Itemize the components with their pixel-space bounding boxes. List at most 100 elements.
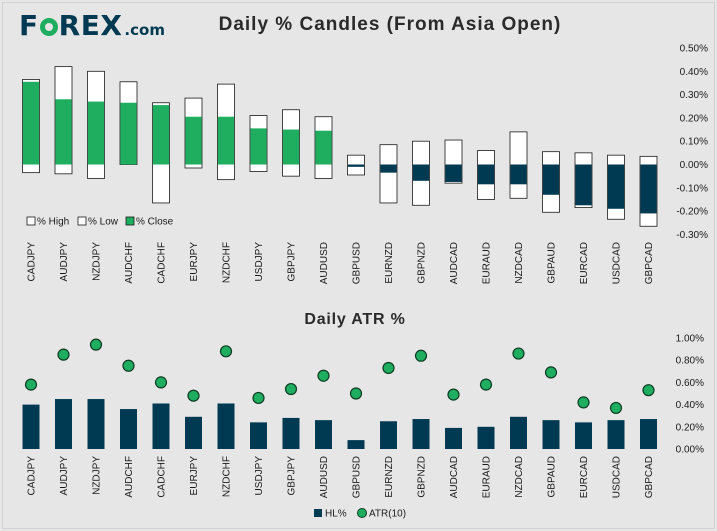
atr-x-label-gbpnzd: GBPNZD [417,456,428,498]
candles-x-label-cadjpy: CADJPY [27,242,38,282]
candles-x-label-audjpy: AUDJPY [59,242,70,282]
legend-atr-label: ATR(10) [369,509,406,520]
candles-y-tick: -0.10% [676,183,708,194]
candles-y-tick: 0.00% [680,160,708,171]
hl-bar-gbpnzd [412,419,430,449]
close-bar-cadjpy [22,81,40,165]
candles-x-label-nzdchf: NZDCHF [222,242,233,283]
atr-x-label-nzdcad: NZDCAD [514,456,525,498]
candles-x-label-usdcad: USDCAD [612,242,623,284]
legend-high-swatch [26,216,36,226]
atr-x-label-audusd: AUDUSD [319,456,330,498]
close-bar-nzdchf [217,116,235,165]
candles-y-tick: 0.40% [680,67,708,78]
atr-dot-gbpcad [642,384,655,397]
atr-dot-gbpnzd [414,349,428,362]
hl-bar-eurjpy [185,416,202,449]
candles-x-label-gbpaud: GBPAUD [547,242,558,284]
atr-x-label-gbpaud: GBPAUD [547,456,558,498]
legend-close-label: % Close [136,217,174,228]
atr-legend: HL% ATR(10) [314,508,406,520]
hl-bar-eurnzd [380,421,397,449]
atr-dot-cadjpy [24,378,38,391]
close-bar-euraud [477,164,495,185]
atr-dot-usdjpy [252,391,265,405]
atr-dot-eurcad [577,396,590,409]
candles-x-label-gbpjpy: GBPJPY [287,242,298,282]
atr-x-label-audchf: AUDCHF [124,456,135,498]
atr-x-label-audcad: AUDCAD [449,456,460,498]
range-box-eurnzd [379,144,398,204]
close-bar-gbpcad [640,164,657,214]
legend-low-swatch [77,216,87,226]
legend-high-label: % High [37,217,69,228]
close-bar-gbpnzd [412,164,430,181]
atr-x-label-gbpusd: GBPUSD [352,456,363,498]
candles-x-label-euraud: EURAUD [482,242,493,284]
atr-dot-euraud [479,378,493,391]
candles-x-label-audcad: AUDCAD [449,242,460,284]
atr-x-label-usdjpy: USDJPY [254,456,265,496]
forex-logo: F REX .com [19,10,165,46]
atr-dot-eurnzd [382,361,395,375]
atr-dot-audchf [122,359,135,372]
close-bar-audchf [120,102,137,165]
atr-dot-eurjpy [187,389,200,402]
candles-x-label-eurjpy: EURJPY [189,242,200,282]
hl-bar-audjpy [55,399,72,449]
candles-x-label-nzdcad: NZDCAD [514,242,525,284]
hl-bar-audcad [445,427,462,449]
logo-o-icon [39,18,58,36]
candles-x-label-nzdjpy: NZDJPY [92,242,103,281]
candles-x-label-audchf: AUDCHF [124,242,135,284]
legend-low-label: % Low [88,217,119,228]
close-bar-eurnzd [380,164,397,173]
candles-legend: % High % Low % Close [26,216,174,228]
atr-dot-audusd [317,369,330,382]
candles-x-label-eurnzd: EURNZD [384,242,395,284]
close-bar-usdjpy [250,128,267,165]
atr-y-tick: 1.00% [676,334,704,345]
hl-bar-audusd [315,420,332,449]
atr-x-label-gbpjpy: GBPJPY [287,456,298,496]
atr-dot-usdcad [609,401,623,415]
hl-bar-nzdcad [510,416,527,449]
close-bar-gbpusd [347,164,365,167]
candles-y-tick: -0.30% [676,230,708,241]
candles-x-label-cadchf: CADCHF [157,242,168,284]
atr-y-tick: 0.20% [676,422,704,433]
close-bar-eurjpy [185,116,202,165]
atr-chart: CADJPY AUDJPY NZDJPY AUDCHF CADCHF EURJPY NZDC… [22,334,704,498]
hl-bar-cadchf [152,403,170,449]
candles-x-label-gbpcad: GBPCAD [644,242,655,284]
close-bar-audcad [445,164,462,182]
hl-bar-gbpcad [640,419,657,449]
candles-chart: CADJPY AUDJPY NZDJPY AUDCHF CADCHF EURJPY NZDC… [22,44,708,284]
candles-x-label-gbpusd: GBPUSD [352,242,363,284]
atr-y-tick: 0.00% [676,445,704,456]
atr-x-label-gbpcad: GBPCAD [644,456,655,498]
atr-chart-title: Daily ATR % [304,311,405,328]
logo-text-post: REX [58,9,123,42]
atr-x-label-nzdjpy: NZDJPY [92,456,103,495]
hl-bar-audchf [120,409,137,449]
close-bar-nzdjpy [87,101,105,165]
candles-x-label-gbpnzd: GBPNZD [417,242,428,284]
candles-y-tick: 0.10% [680,137,708,148]
hl-bar-nzdjpy [87,399,105,449]
legend-close-swatch [125,216,135,226]
candles-y-tick: 0.30% [680,90,708,101]
candles-x-label-eurcad: EURCAD [579,242,590,284]
atr-dot-audcad [447,388,460,401]
logo-text-suffix: .com [124,21,165,39]
atr-dot-audjpy [57,348,70,361]
hl-bar-gbpaud [542,420,560,449]
atr-x-label-usdcad: USDCAD [612,456,623,498]
legend-atr-swatch [357,508,367,518]
hl-bar-gbpusd [347,440,365,449]
atr-x-label-cadjpy: CADJPY [27,456,38,496]
atr-dot-gbpjpy [284,382,298,396]
hl-bar-usdcad [607,420,625,449]
close-bar-eurcad [575,164,592,206]
close-bar-usdcad [607,164,625,209]
